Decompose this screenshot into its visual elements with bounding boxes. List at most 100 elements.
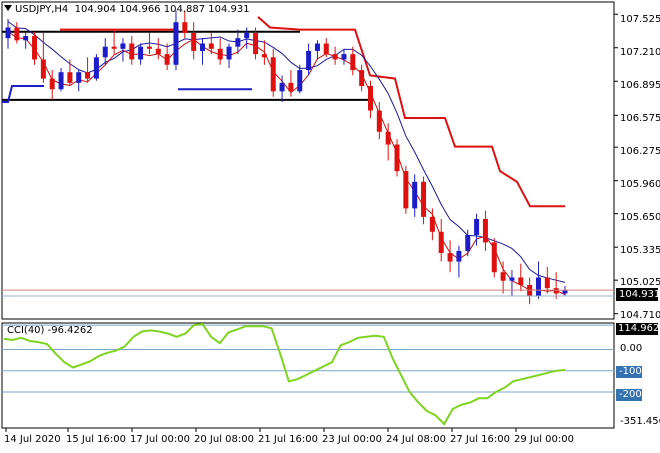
candle-body xyxy=(323,43,329,55)
candle-body xyxy=(456,250,462,262)
cci-panel-frame xyxy=(1,322,615,429)
candle-body xyxy=(509,277,515,281)
main-panel-frame xyxy=(1,1,615,320)
candle-body xyxy=(155,48,161,55)
candle-body xyxy=(553,288,559,294)
candle-body xyxy=(111,46,117,49)
candle-body xyxy=(403,171,409,209)
candle-body xyxy=(429,216,435,232)
cci-level-tag: -200 xyxy=(616,389,642,401)
candle-body xyxy=(235,38,241,47)
candle-body xyxy=(376,110,382,132)
price-tick: 106.575 xyxy=(620,113,660,124)
price-tick: 105.960 xyxy=(620,179,660,190)
price-tick: 105.335 xyxy=(620,245,660,256)
candle-body xyxy=(129,43,135,60)
candle-body xyxy=(474,219,480,235)
current-price-tag: 104.931 xyxy=(616,288,660,301)
candle-body xyxy=(438,231,444,254)
candle-body xyxy=(421,181,427,217)
candle-body xyxy=(535,277,541,296)
candle-body xyxy=(367,86,373,111)
blue-step-line xyxy=(2,85,44,103)
candle-body xyxy=(341,54,347,60)
candle-body xyxy=(270,57,276,92)
candle-body xyxy=(182,22,188,33)
symbol-label: USDJPY,H4 xyxy=(15,4,69,15)
time-label: 17 Jul 00:00 xyxy=(130,434,190,445)
candle-body xyxy=(58,72,64,90)
ma-slow-line xyxy=(7,31,566,296)
candle-body xyxy=(208,43,214,49)
candle-body xyxy=(412,181,418,209)
candle-body xyxy=(518,277,524,285)
candle-body xyxy=(288,82,294,92)
cci-indicator-label: CCI(40) -96.4262 xyxy=(7,325,93,336)
candle-body xyxy=(394,144,400,172)
candle-body xyxy=(447,253,453,262)
candle-body xyxy=(93,57,99,79)
candle-body xyxy=(67,72,73,83)
price-tick: 105.025 xyxy=(620,277,660,288)
time-label: 20 Jul 08:00 xyxy=(194,434,254,445)
candle-body xyxy=(244,32,250,39)
candle-body xyxy=(173,22,179,65)
candle-body xyxy=(200,43,206,51)
candle-body xyxy=(102,46,108,58)
candle-body xyxy=(306,50,312,71)
time-label: 21 Jul 16:00 xyxy=(258,434,318,445)
candle-body xyxy=(350,54,356,71)
candle-body xyxy=(385,131,391,145)
price-tick: 107.210 xyxy=(620,47,660,58)
time-label: 29 Jul 00:00 xyxy=(514,434,574,445)
candle-body xyxy=(23,36,29,41)
candle-body xyxy=(120,43,126,49)
ohlc-readout: 104.904 104.966 104.887 104.931 xyxy=(74,4,250,15)
candle-body xyxy=(314,43,320,51)
candle-body xyxy=(14,27,20,41)
candle-body xyxy=(226,46,232,60)
candle-body xyxy=(544,277,550,289)
candle-body xyxy=(500,272,506,281)
cci-tick: 0.00 xyxy=(620,343,643,354)
cci-line xyxy=(3,323,566,426)
candle-body xyxy=(261,54,267,58)
candle-body xyxy=(146,46,152,49)
candle-body xyxy=(491,242,497,273)
cci-level-tag: -100 xyxy=(616,366,642,378)
candle-body xyxy=(40,59,46,79)
price-tick: 107.525 xyxy=(620,14,660,25)
ma-fast-line xyxy=(7,21,566,283)
price-tick: 105.650 xyxy=(620,212,660,223)
time-label: 14 Jul 2020 xyxy=(4,434,61,445)
candle-body xyxy=(85,72,91,79)
candle-body xyxy=(279,82,285,92)
chart-title: USDJPY,H4 104.904 104.966 104.887 104.93… xyxy=(4,4,250,15)
candle-body xyxy=(482,219,488,243)
trailing-stop-line xyxy=(257,16,565,208)
candle-body xyxy=(297,70,303,92)
time-label: 24 Jul 08:00 xyxy=(386,434,446,445)
candle-body xyxy=(138,46,144,60)
price-tick: 106.895 xyxy=(620,80,660,91)
candle-body xyxy=(359,70,365,87)
candle-body xyxy=(253,32,259,55)
candle-body xyxy=(562,290,568,294)
candle-body xyxy=(217,48,223,60)
candle-body xyxy=(76,72,82,83)
time-label: 23 Jul 00:00 xyxy=(322,434,382,445)
candle-body xyxy=(164,54,170,65)
dropdown-triangle-icon xyxy=(4,5,12,11)
candle-body xyxy=(5,27,11,39)
cci-tick: -351.4568 xyxy=(620,416,660,427)
candle-body xyxy=(49,78,55,90)
candle-body xyxy=(191,32,197,51)
candle-body xyxy=(465,234,471,251)
candle-body xyxy=(332,54,338,60)
candle-body xyxy=(32,36,38,60)
price-tick: 104.710 xyxy=(620,310,660,321)
time-label: 27 Jul 16:00 xyxy=(450,434,510,445)
price-tick: 106.275 xyxy=(620,146,660,157)
